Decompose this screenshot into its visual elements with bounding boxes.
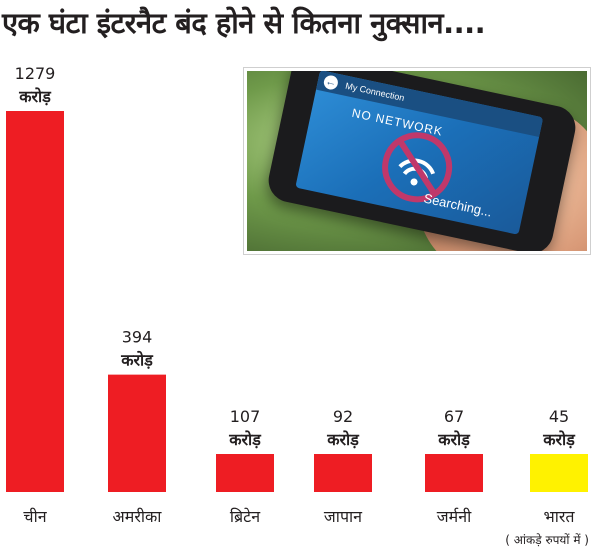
bar-2	[216, 454, 274, 492]
bar-5	[530, 454, 588, 492]
searching-text: Searching...	[422, 190, 494, 220]
phone-photo: ← My Connection NO NETWORK Searching...	[244, 68, 590, 254]
bar-1	[108, 374, 166, 492]
unit-label: करोड़	[228, 430, 262, 449]
value-label: 1279	[15, 64, 56, 83]
value-label: 107	[230, 407, 261, 426]
value-label: 394	[122, 328, 153, 347]
value-label: 45	[549, 407, 569, 426]
unit-label: करोड़	[437, 430, 471, 449]
unit-label: करोड़	[542, 430, 576, 449]
phone-screen: ← My Connection NO NETWORK Searching...	[295, 71, 544, 235]
category-label: भारत	[543, 507, 575, 526]
chart-title: एक घंटा इंटरनैट बंद होने से कितना नुक्सा…	[2, 6, 486, 40]
unit-label: करोड़	[120, 351, 154, 370]
screen-title: My Connection	[344, 80, 406, 103]
unit-label: करोड़	[18, 87, 52, 106]
bar-4	[425, 454, 483, 492]
category-label: ब्रिटेन	[230, 507, 261, 526]
category-label: जर्मनी	[437, 507, 472, 526]
category-label: अमरीका	[113, 507, 163, 526]
unit-footnote: ( आंकड़े रुपयों में )	[505, 533, 589, 547]
no-wifi-icon	[382, 132, 453, 203]
bar-0	[6, 111, 64, 492]
value-label: 92	[333, 407, 353, 426]
category-label: जापान	[324, 507, 363, 526]
smartphone: ← My Connection NO NETWORK Searching...	[264, 71, 580, 251]
value-label: 67	[444, 407, 464, 426]
unit-label: करोड़	[326, 430, 360, 449]
category-label: चीन	[23, 507, 47, 526]
bar-3	[314, 454, 372, 492]
back-arrow-icon: ←	[322, 74, 340, 91]
